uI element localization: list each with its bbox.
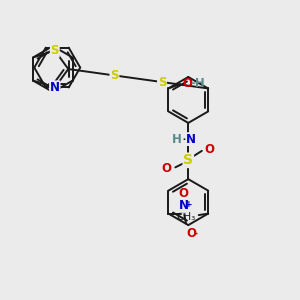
Text: N: N	[50, 81, 60, 94]
Text: O: O	[162, 162, 172, 175]
Text: O: O	[205, 142, 215, 156]
Text: S: S	[158, 76, 166, 88]
Text: S: S	[50, 44, 59, 57]
Text: S: S	[183, 153, 193, 167]
Text: O: O	[179, 187, 189, 200]
Text: -: -	[193, 229, 197, 239]
Text: CH₃: CH₃	[176, 212, 195, 221]
Text: H: H	[172, 133, 182, 146]
Text: O: O	[187, 226, 196, 240]
Text: N: N	[179, 200, 189, 212]
Text: O: O	[182, 77, 192, 90]
Text: S: S	[110, 69, 119, 82]
Text: N: N	[186, 133, 196, 146]
Text: +: +	[185, 200, 193, 209]
Text: -: -	[182, 133, 187, 146]
Text: -H: -H	[190, 77, 205, 90]
